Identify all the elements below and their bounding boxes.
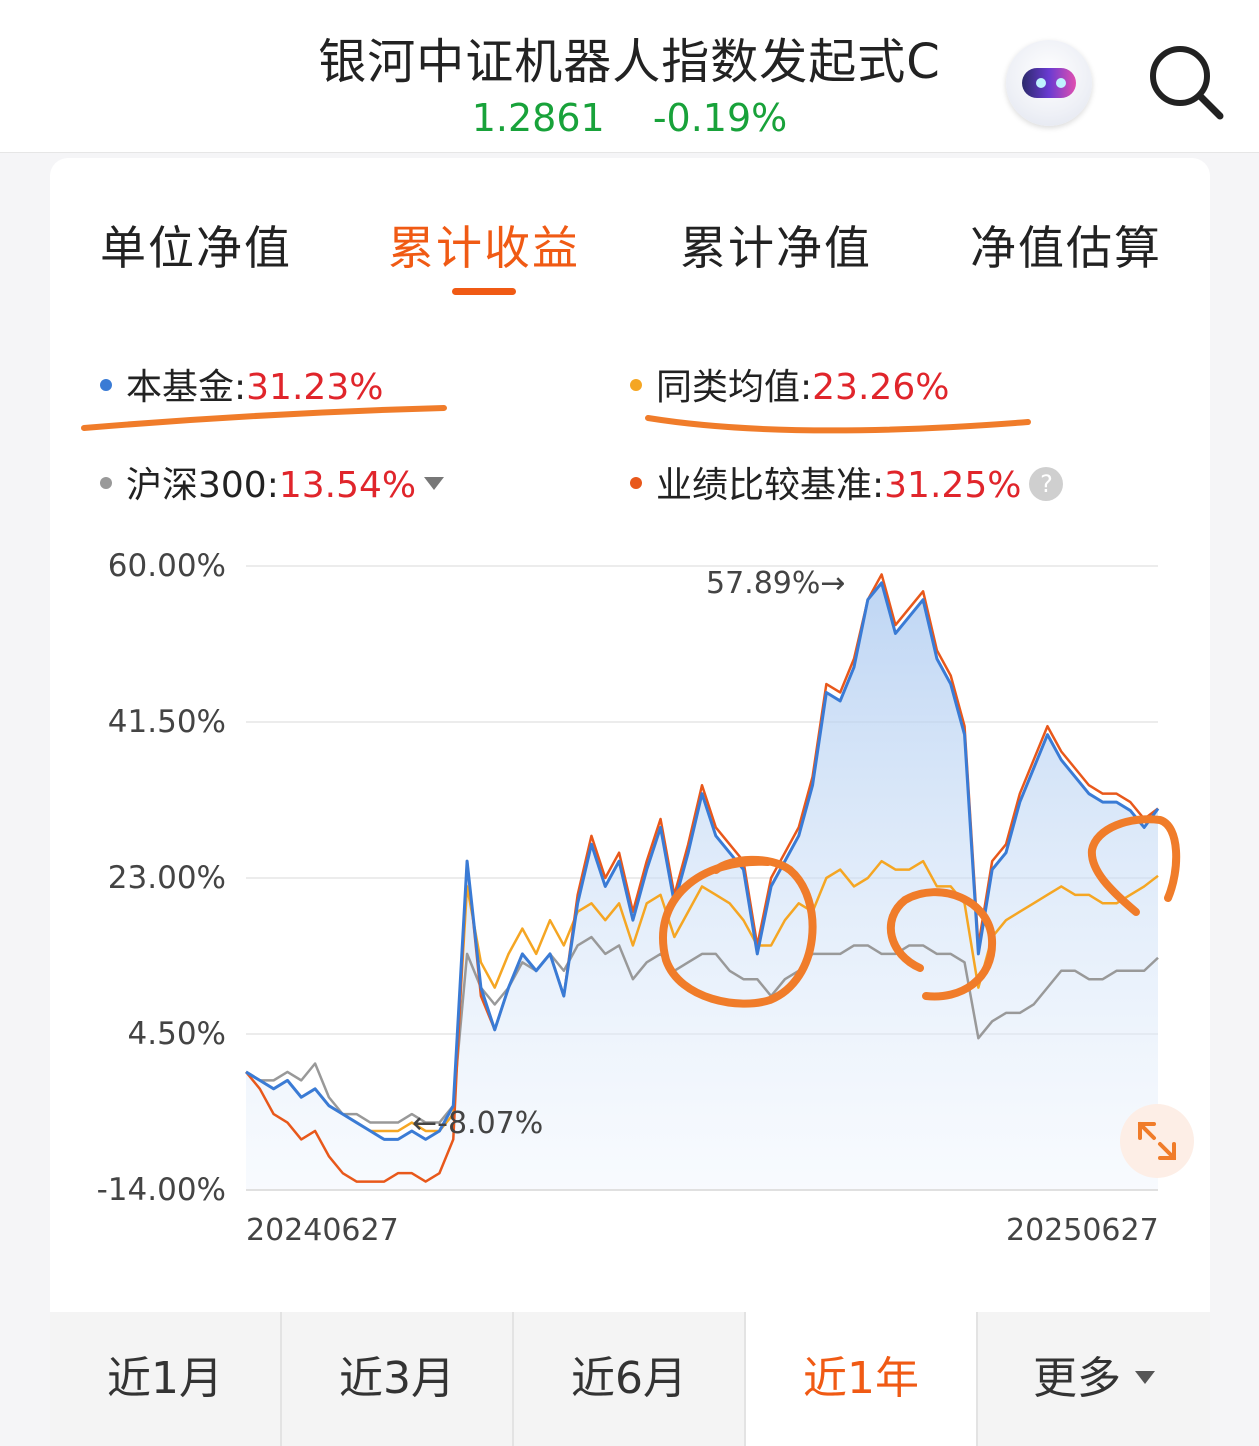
fund-name: 银河中证机器人指数发起式C [318,34,941,90]
range-3-months[interactable]: 近3月 [282,1312,514,1446]
chevron-down-icon [1135,1370,1155,1384]
series-line-csi300 [245,935,1159,1124]
legend-item-peer-average[interactable]: 同类均值:23.26% [630,358,949,410]
header-bar: 银河中证机器人指数发起式C 1.2861 -0.19% [0,0,1259,153]
arrow-right-icon: → [820,566,846,601]
tab-cumulative-nav[interactable]: 累计净值 [680,221,872,275]
legend-item-fund[interactable]: 本基金:31.23% [100,358,383,410]
y-tick-label: -14.00% [96,1172,226,1208]
help-icon[interactable]: ? [1029,467,1064,501]
max-annotation: 57.89%→ [706,566,846,601]
search-icon[interactable] [1146,42,1226,122]
min-annotation: ←-8.07% [412,1106,543,1141]
robot-eye-left [1036,78,1046,88]
range-more-label: 更多 [1033,1353,1121,1404]
arrow-left-icon: ← [412,1106,438,1141]
x-tick-label: 20250627 [1006,1213,1159,1248]
active-tab-indicator [452,288,516,295]
legend-dot [100,477,112,489]
tab-cumulative-return[interactable]: 累计收益 [388,221,580,275]
range-1-month[interactable]: 近1月 [50,1312,282,1446]
y-tick-label: 23.00% [107,860,226,896]
series-line-fund [245,581,1160,1141]
range-6-months[interactable]: 近6月 [514,1312,746,1446]
y-tick-label: 41.50% [107,704,226,740]
tab-unit-nav[interactable]: 单位净值 [100,221,292,275]
series-line-peer-average [245,859,1159,1133]
robot-visor [1022,68,1076,98]
legend-name: 沪深300 [126,465,267,506]
legend-value: 31.25% [884,465,1022,506]
tab-nav-estimate[interactable]: 净值估算 [970,221,1162,275]
max-label: 57.89% [706,566,821,601]
robot-assistant-icon[interactable] [1006,40,1092,126]
range-selector [50,1312,1210,1446]
legend-dot [100,379,112,391]
expand-icon [1138,1122,1176,1160]
expand-button[interactable] [1120,1104,1194,1178]
change-percent: -0.19% [652,96,788,140]
legend-name: 本基金 [126,367,235,408]
legend-value: 13.54% [278,465,417,506]
legend-name: 同类均值 [656,367,801,408]
legend-dot [630,379,642,391]
range-more[interactable]: 更多 [978,1312,1210,1446]
legend-value: 23.26% [812,367,950,408]
min-label: -8.07% [437,1106,544,1141]
robot-eye-right [1056,78,1066,88]
legend-dot [630,477,642,489]
x-tick-label: 20240627 [246,1213,399,1248]
dropdown-caret-icon[interactable] [424,476,445,490]
legend-name: 业绩比较基准 [656,465,873,506]
legend-item-benchmark[interactable]: 业绩比较基准:31.25%? [630,456,1064,508]
legend-item-csi300[interactable]: 沪深300:13.54% [100,456,445,508]
legend-value: 31.23% [246,367,384,408]
fund-quote: 1.2861 -0.19% [0,96,1259,140]
y-tick-label: 60.00% [107,548,226,584]
range-1-year[interactable]: 近1年 [746,1312,978,1446]
nav-value: 1.2861 [471,96,605,140]
y-tick-label: 4.50% [127,1016,226,1052]
series-line-benchmark [245,573,1159,1183]
